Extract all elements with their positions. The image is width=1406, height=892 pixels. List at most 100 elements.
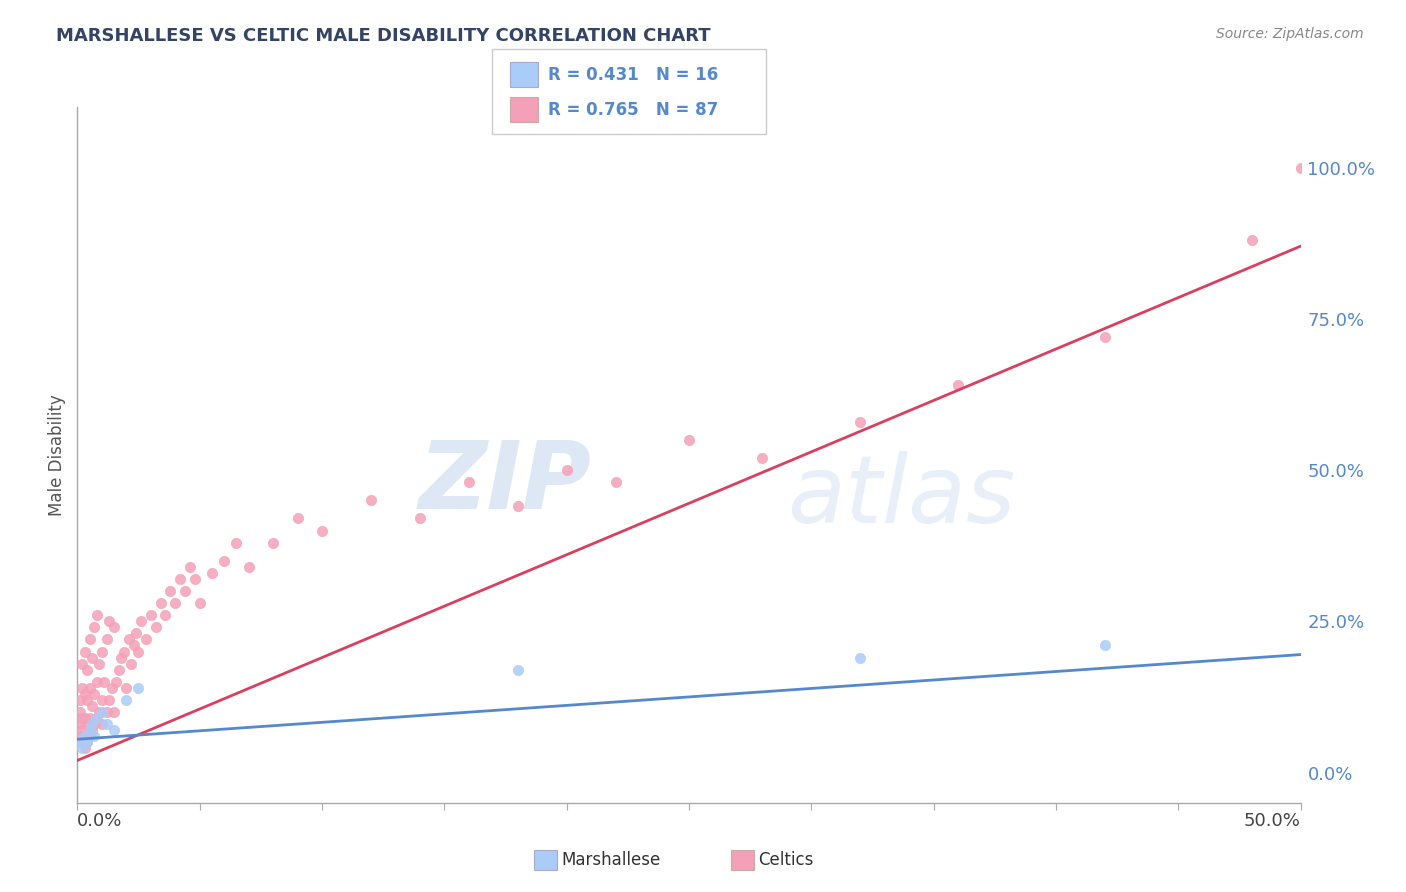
Point (89, 705, 111, 719)
Point (287, 511, 309, 525)
Point (506, 663, 529, 677)
Point (93, 674, 115, 689)
Point (83, 620, 105, 634)
Point (90, 644, 112, 658)
Point (555, 463, 578, 477)
Text: Celtics: Celtics (758, 851, 813, 869)
Point (73, 741, 96, 756)
Point (115, 693, 138, 707)
Point (90, 693, 112, 707)
Point (139, 608, 162, 623)
Point (79, 711, 101, 725)
Point (83, 729, 105, 743)
Point (1240, 233, 1263, 247)
Point (83, 687, 105, 701)
Point (69, 735, 91, 749)
Point (457, 475, 479, 490)
Point (184, 572, 207, 586)
Point (225, 535, 247, 549)
Point (135, 632, 157, 647)
Point (409, 511, 432, 525)
Point (110, 650, 132, 665)
Point (174, 584, 197, 599)
Point (70, 657, 93, 671)
Point (79, 681, 101, 695)
Point (76, 717, 98, 731)
Point (79, 723, 101, 738)
Point (76, 735, 98, 749)
Point (169, 572, 191, 586)
Point (69, 729, 91, 743)
Point (179, 559, 201, 574)
Point (311, 524, 333, 538)
Point (76, 693, 98, 707)
Point (849, 650, 872, 665)
Point (86, 674, 108, 689)
Point (751, 450, 773, 465)
Point (70, 681, 93, 695)
Point (80, 717, 103, 731)
Text: MARSHALLESE VS CELTIC MALE DISABILITY CORRELATION CHART: MARSHALLESE VS CELTIC MALE DISABILITY CO… (56, 27, 711, 45)
Point (96, 717, 118, 731)
Point (73, 687, 96, 701)
Point (506, 500, 529, 514)
Point (69, 717, 91, 731)
Point (86, 608, 108, 623)
Point (122, 639, 145, 653)
Point (1094, 330, 1116, 344)
Point (678, 433, 700, 447)
Point (103, 705, 125, 719)
Point (118, 632, 141, 647)
Point (188, 596, 211, 610)
Point (115, 681, 138, 695)
Text: 50.0%: 50.0% (1244, 812, 1301, 830)
Point (90, 705, 112, 719)
Point (98, 693, 121, 707)
Point (238, 559, 260, 574)
Point (98, 615, 121, 629)
Point (100, 681, 122, 695)
Point (73, 729, 96, 743)
Point (76, 735, 98, 749)
Point (149, 596, 172, 610)
Point (73, 644, 96, 658)
Point (96, 632, 118, 647)
Point (83, 717, 105, 731)
Point (89, 657, 111, 671)
Point (125, 626, 148, 640)
Point (73, 711, 96, 725)
Point (212, 554, 235, 568)
Point (262, 535, 284, 549)
Point (145, 620, 167, 634)
Point (79, 729, 101, 743)
Point (165, 596, 187, 610)
Point (129, 615, 152, 629)
Point (155, 608, 177, 623)
Point (86, 711, 108, 725)
Point (105, 674, 128, 689)
Point (946, 378, 969, 392)
Point (70, 711, 93, 725)
Point (90, 717, 112, 731)
Point (159, 584, 181, 599)
Point (849, 415, 872, 429)
Text: Source: ZipAtlas.com: Source: ZipAtlas.com (1216, 27, 1364, 41)
Point (80, 698, 103, 713)
Point (69, 705, 91, 719)
Text: atlas: atlas (787, 451, 1015, 542)
Point (360, 493, 382, 508)
Point (96, 705, 118, 719)
Point (103, 620, 125, 634)
Text: R = 0.431   N = 16: R = 0.431 N = 16 (548, 66, 718, 84)
Point (103, 723, 125, 738)
Point (70, 735, 93, 749)
Point (1289, 161, 1312, 175)
Point (80, 723, 103, 738)
Point (86, 711, 108, 725)
Text: 0.0%: 0.0% (77, 812, 122, 830)
Text: ZIP: ZIP (418, 437, 591, 529)
Point (70, 741, 93, 756)
Point (76, 663, 98, 677)
Text: R = 0.765   N = 87: R = 0.765 N = 87 (548, 101, 718, 119)
Point (120, 657, 142, 671)
